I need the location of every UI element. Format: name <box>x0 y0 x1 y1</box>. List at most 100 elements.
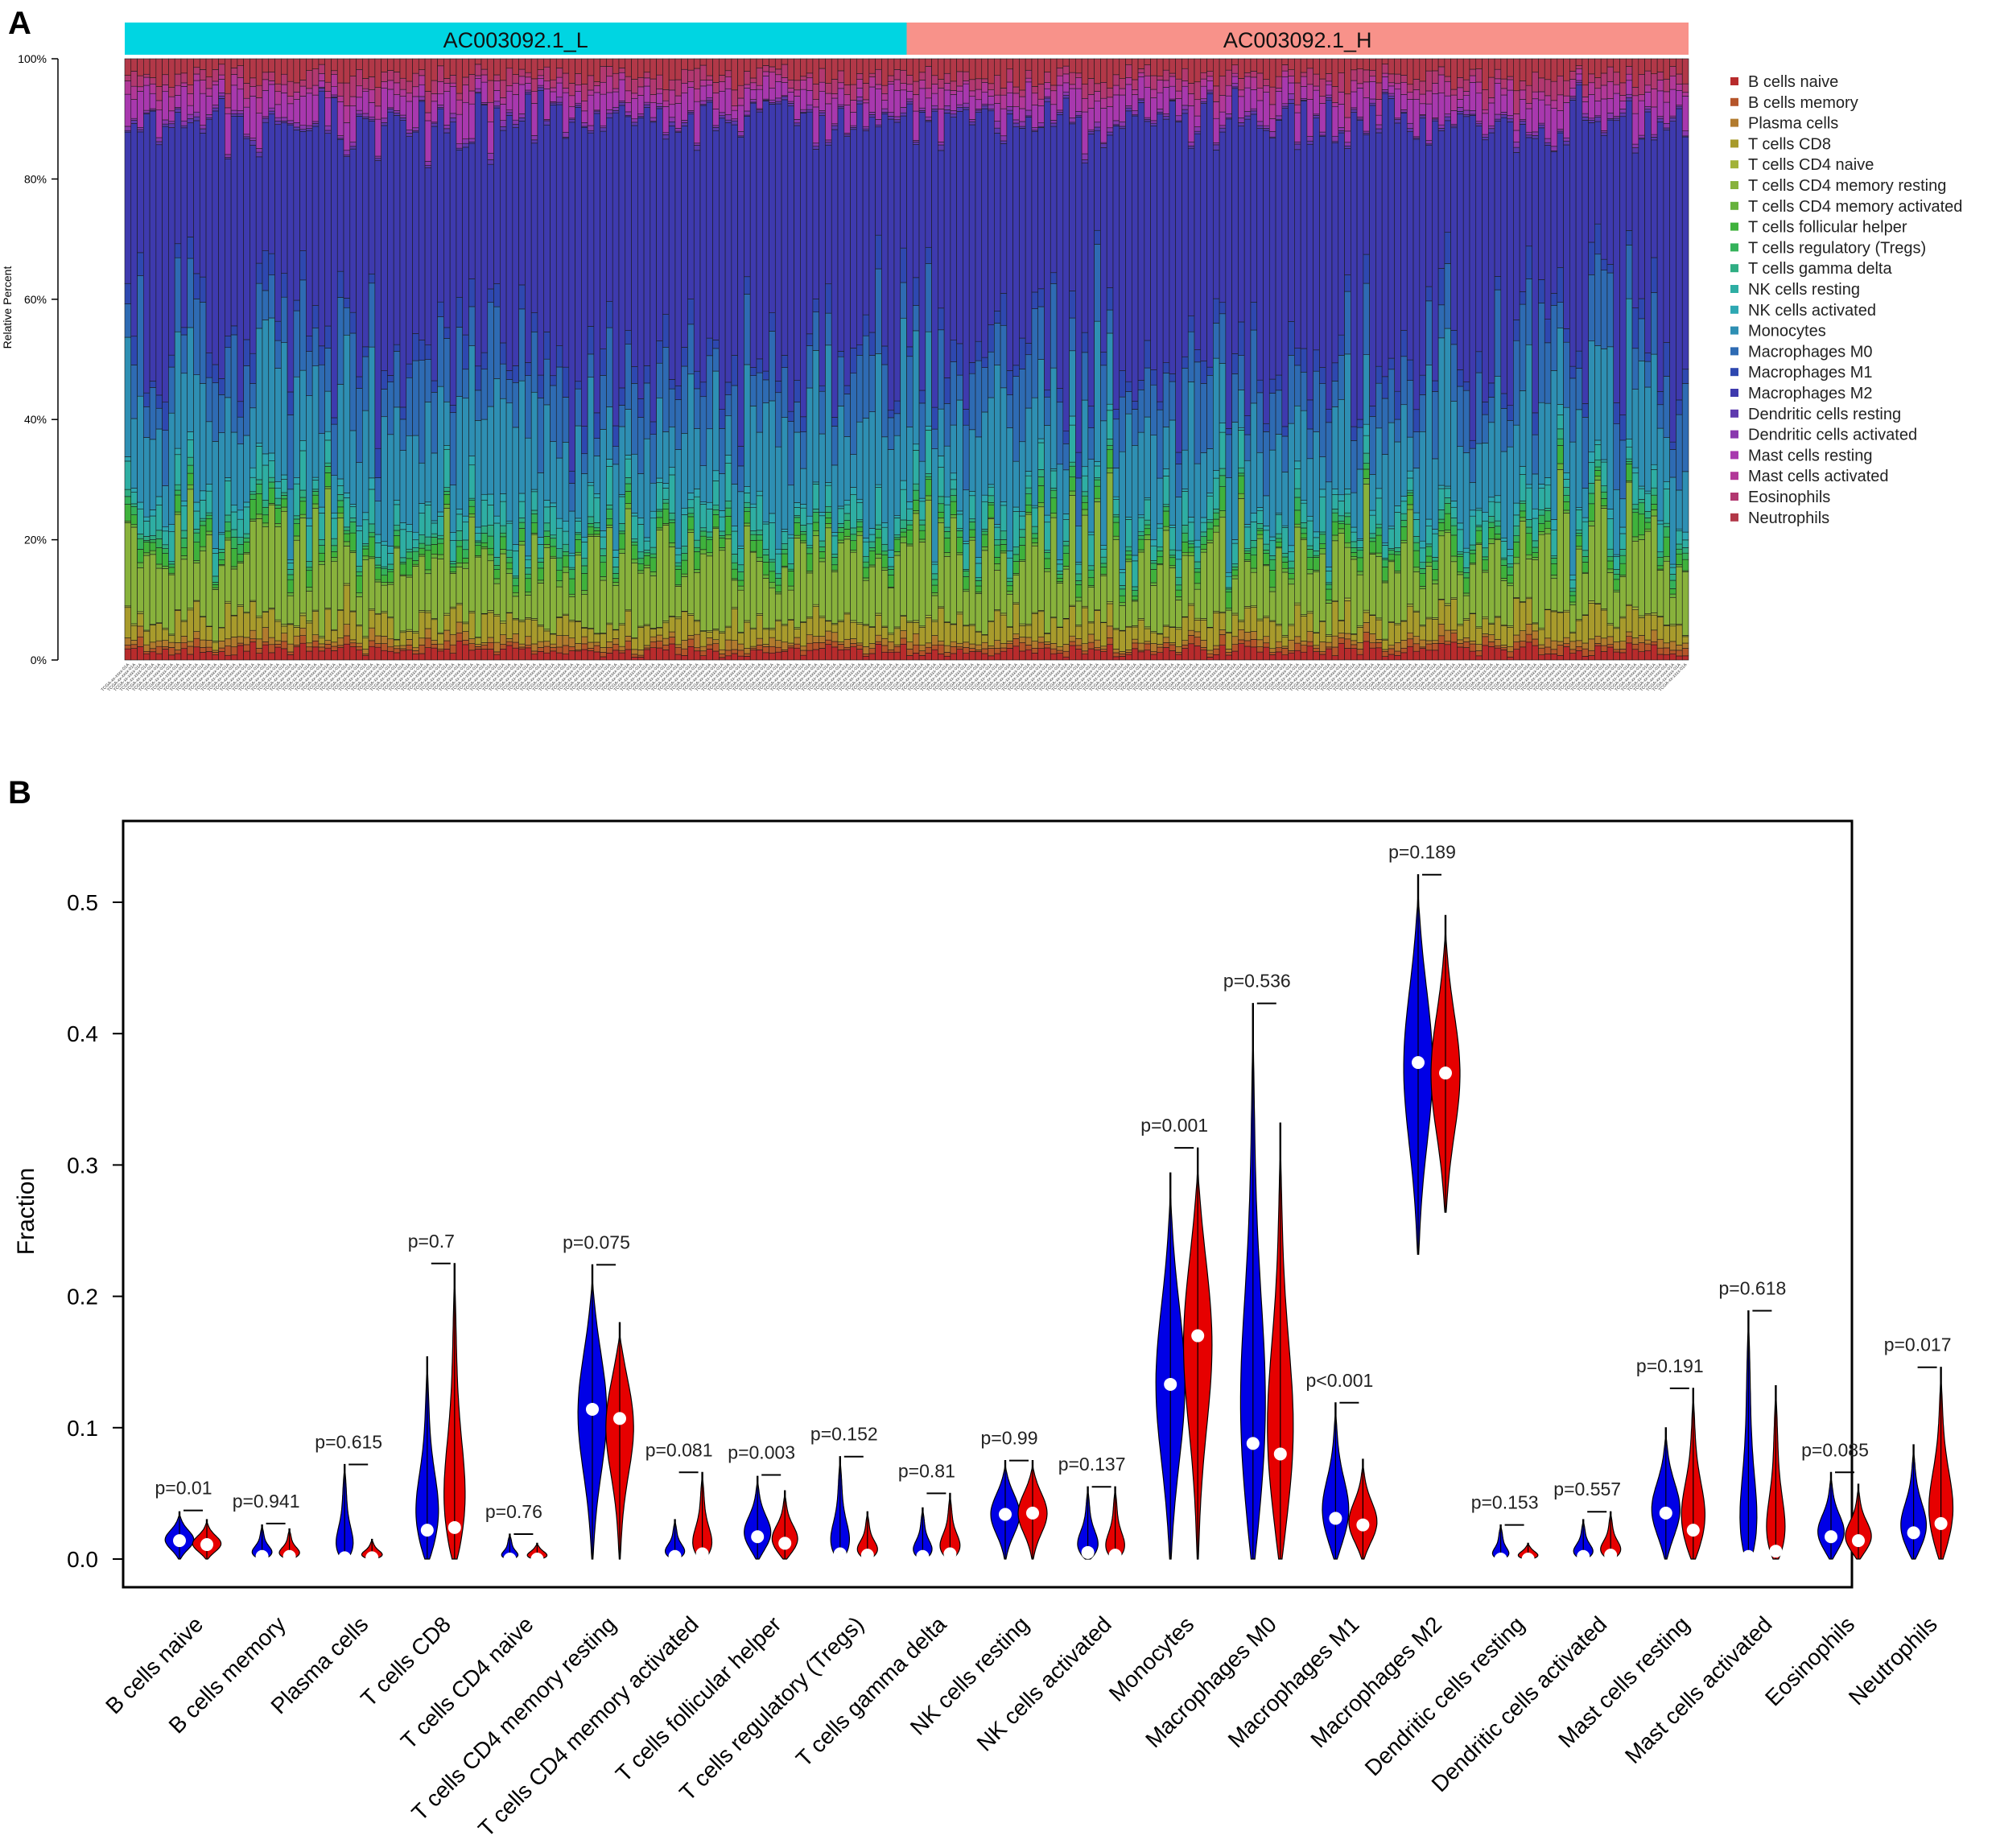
bar-segment <box>938 518 945 523</box>
bar-segment <box>1268 654 1276 661</box>
bar-segment <box>505 613 513 639</box>
bar-segment <box>406 133 413 137</box>
bar-segment <box>1175 576 1182 586</box>
bar-segment <box>906 84 913 92</box>
bar-segment <box>1263 92 1270 126</box>
bar-segment <box>1450 641 1458 661</box>
bar-segment <box>887 118 895 411</box>
bar-segment <box>518 528 526 542</box>
bar-segment <box>268 110 275 115</box>
bar-segment <box>674 554 683 563</box>
bar-segment <box>449 644 457 654</box>
bar-segment <box>581 565 588 574</box>
bar-segment <box>1432 619 1439 641</box>
bar-segment <box>887 651 895 661</box>
bar-segment <box>324 97 332 126</box>
bar-segment <box>1406 638 1414 647</box>
bar-segment <box>938 329 945 410</box>
bar-segment <box>1381 58 1389 64</box>
bar-segment <box>1125 391 1132 415</box>
bar-segment <box>149 550 157 555</box>
bar-segment <box>225 530 232 538</box>
bar-segment <box>1225 608 1232 611</box>
bar-segment <box>493 283 501 307</box>
bar-segment <box>618 624 626 647</box>
bar-segment <box>956 111 963 344</box>
bar-segment <box>406 631 413 640</box>
bar-segment <box>550 91 557 102</box>
bar-segment <box>456 509 463 515</box>
bar-segment <box>887 641 895 650</box>
bar-segment <box>1000 551 1008 554</box>
bar-segment <box>1119 588 1126 596</box>
bar-segment <box>468 456 476 466</box>
bar-segment <box>1125 413 1132 518</box>
bar-segment <box>1019 126 1026 129</box>
bar-segment <box>343 526 351 531</box>
bar-segment <box>262 122 270 251</box>
bar-segment <box>1087 58 1095 79</box>
bar-segment <box>1475 644 1483 651</box>
bar-segment <box>505 573 513 613</box>
bar-segment <box>1263 58 1270 80</box>
bar-segment <box>568 83 575 97</box>
bar-segment <box>1194 617 1202 621</box>
bar-segment <box>994 311 1001 324</box>
bar-segment <box>162 485 169 528</box>
bar-segment <box>562 571 570 615</box>
bar-segment <box>562 131 570 138</box>
bar-segment <box>530 534 538 619</box>
bar-segment <box>1268 555 1276 560</box>
bar-segment <box>994 653 1001 661</box>
bar-segment <box>850 58 857 85</box>
bar-segment <box>287 592 295 596</box>
bar-segment <box>1457 369 1464 387</box>
bar-segment <box>656 58 663 76</box>
sample-bar <box>424 58 432 661</box>
bar-segment <box>925 263 932 332</box>
bar-segment <box>631 366 638 384</box>
bar-segment <box>262 506 270 516</box>
bar-segment <box>1031 613 1039 641</box>
bar-segment <box>525 636 532 646</box>
bar-segment <box>1087 531 1095 535</box>
bar-segment <box>943 83 951 91</box>
bar-segment <box>162 566 169 569</box>
bar-segment <box>931 561 938 565</box>
bar-segment <box>1200 531 1207 537</box>
bar-segment <box>1325 582 1333 585</box>
bar-segment <box>318 564 325 637</box>
bar-segment <box>1281 527 1289 554</box>
bar-segment <box>719 58 726 76</box>
bar-segment <box>1250 567 1258 573</box>
bar-segment <box>956 649 963 661</box>
bar-segment <box>737 650 744 657</box>
bar-segment <box>336 512 344 518</box>
bar-segment <box>168 654 175 661</box>
bar-segment <box>280 624 288 627</box>
bar-segment <box>174 85 182 96</box>
bar-segment <box>262 514 270 524</box>
bar-segment <box>1369 615 1376 634</box>
bar-segment <box>412 435 419 533</box>
bar-segment <box>1313 651 1320 661</box>
bar-segment <box>637 95 645 114</box>
bar-segment <box>1044 101 1051 391</box>
bar-segment <box>1044 390 1051 398</box>
sample-bar <box>612 58 620 661</box>
bar-segment <box>1469 82 1477 111</box>
bar-segment <box>562 635 570 646</box>
bar-segment <box>1313 89 1320 115</box>
bar-segment <box>794 96 801 120</box>
bar-segment <box>1256 379 1264 394</box>
bar-segment <box>1419 562 1426 569</box>
bar-segment <box>963 570 970 577</box>
bar-segment <box>1256 538 1264 620</box>
bar-segment <box>587 536 595 629</box>
bar-segment <box>681 611 688 641</box>
bar-segment <box>875 126 882 236</box>
bar-segment <box>625 90 632 103</box>
bar-segment <box>500 58 507 81</box>
bar-segment <box>837 539 845 543</box>
sample-bar <box>255 58 263 661</box>
